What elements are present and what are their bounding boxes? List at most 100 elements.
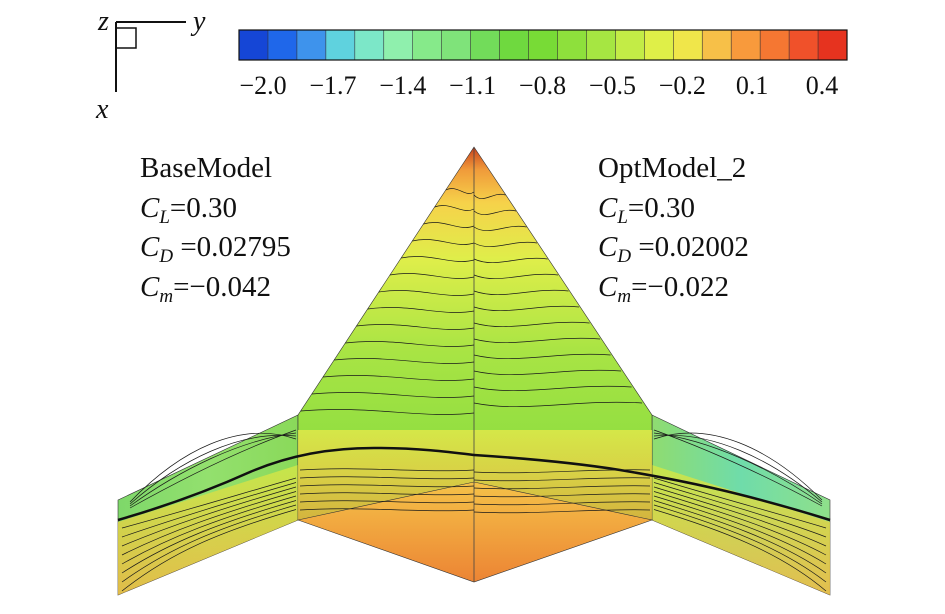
- contour-line: [299, 476, 475, 480]
- contour-line: [653, 477, 827, 529]
- contour-line: [121, 482, 297, 538]
- contour-line: [653, 434, 823, 503]
- contour-line: [473, 485, 651, 490]
- contour-line: [356, 324, 475, 330]
- left-cm-subscript: m: [159, 286, 173, 307]
- colorbar-cell: [239, 30, 269, 60]
- contour-line: [389, 273, 475, 279]
- contour-line: [653, 482, 827, 538]
- colorbar-cell: [441, 30, 472, 60]
- contour-line: [299, 468, 475, 472]
- colorbar-cell: [615, 30, 645, 60]
- right-model-info: OptModel_2 CL=0.30 CD =0.02002 Cm=−0.022: [598, 152, 749, 307]
- contour-line: [121, 486, 297, 547]
- triad-z-label: z: [97, 6, 109, 37]
- colorbar-tick-label: −1.7: [309, 71, 356, 100]
- contour-line: [299, 500, 475, 504]
- contour-line: [345, 341, 475, 347]
- left-cm-value: =−0.042: [173, 271, 271, 303]
- triad-y-label: y: [190, 6, 206, 37]
- triad-x-label: x: [95, 94, 109, 125]
- colorbar-tick-label: −0.2: [659, 71, 706, 100]
- colorbar-tick-label: 0.4: [806, 71, 839, 100]
- contour-line: [299, 484, 475, 488]
- right-cl-symbol: C: [598, 192, 618, 224]
- contour-line: [653, 432, 823, 501]
- contour-line: [121, 495, 297, 565]
- contour-line: [473, 225, 527, 232]
- triad-z-marker: [115, 27, 137, 49]
- contour-line: [299, 508, 475, 512]
- contour-line: [129, 432, 297, 507]
- contour-line: [473, 369, 622, 375]
- right-cl-subscript: L: [616, 207, 628, 228]
- colorbar-cell: [789, 30, 819, 60]
- contour-line: [473, 193, 506, 200]
- right-cd-value: =0.02002: [631, 231, 749, 263]
- contour-line: [401, 256, 475, 262]
- contour-line: [473, 289, 569, 296]
- contour-line: [473, 509, 651, 514]
- contour-line: [121, 477, 297, 529]
- contour-line: [473, 273, 559, 280]
- colorbar-cell: [818, 30, 848, 60]
- contour-line: [653, 429, 823, 507]
- contour-line: [473, 501, 651, 506]
- contour-line: [129, 429, 297, 509]
- right-model-cl: CL=0.30: [598, 192, 695, 228]
- contour-line: [473, 401, 643, 408]
- contour-line: [299, 492, 475, 496]
- colorbar-cell: [499, 30, 530, 60]
- right-model-cd: CD =0.02002: [598, 231, 749, 267]
- wing-planform: [117, 146, 831, 596]
- contour-line: [653, 495, 827, 565]
- contour-line: [322, 375, 475, 381]
- contour-line: [121, 509, 297, 592]
- colorbar-cell: [470, 30, 501, 60]
- left-shock-line: [117, 446, 475, 522]
- contour-line: [653, 504, 827, 583]
- colorbar-cell: [644, 30, 674, 60]
- contour-line: [473, 477, 651, 482]
- contour-line: [473, 337, 601, 344]
- contour-line: [653, 486, 827, 547]
- right-cm-value: =−0.022: [631, 271, 729, 303]
- contour-line: [129, 434, 297, 505]
- contour-line: [434, 205, 475, 211]
- right-cm-subscript: m: [617, 286, 631, 307]
- left-model-cl: CL=0.30: [140, 192, 237, 228]
- contour-line: [311, 392, 475, 398]
- colorbar-cell: [702, 30, 732, 60]
- colorbar-tick-label: −1.1: [449, 71, 496, 100]
- colorbar-tick-label: −0.5: [589, 71, 636, 100]
- colorbar-cell: [586, 30, 616, 60]
- left-model-name: BaseModel: [140, 152, 272, 184]
- left-cl-subscript: L: [158, 207, 170, 228]
- right-model-name: OptModel_2: [598, 152, 746, 184]
- left-cd-symbol: C: [140, 231, 160, 263]
- contour-line: [653, 509, 827, 592]
- contour-line: [445, 188, 475, 194]
- left-cl-value: =0.30: [170, 192, 237, 224]
- left-model-cm: Cm=−0.042: [140, 271, 271, 307]
- contour-line: [412, 239, 475, 245]
- left-model-cd: CD =0.02795: [140, 231, 291, 267]
- colorbar-tick-label: −0.8: [519, 71, 566, 100]
- colorbar-cell: [267, 30, 298, 60]
- left-cl-symbol: C: [140, 192, 160, 224]
- contour-line: [653, 491, 827, 556]
- axes-triad: z y x: [95, 6, 206, 125]
- pressure-contour-lines: [121, 188, 827, 592]
- contour-line: [653, 432, 823, 505]
- colorbar-cell: [412, 30, 443, 60]
- right-cl-value: =0.30: [628, 192, 695, 224]
- colorbar-cell: [557, 30, 587, 60]
- colorbar-cell: [760, 30, 790, 60]
- left-cd-value: =0.02795: [173, 231, 291, 263]
- contour-line: [473, 305, 580, 312]
- contour-line: [121, 504, 297, 583]
- colorbar-cell: [528, 30, 558, 60]
- right-cd-symbol: C: [598, 231, 618, 263]
- contour-line: [473, 493, 651, 498]
